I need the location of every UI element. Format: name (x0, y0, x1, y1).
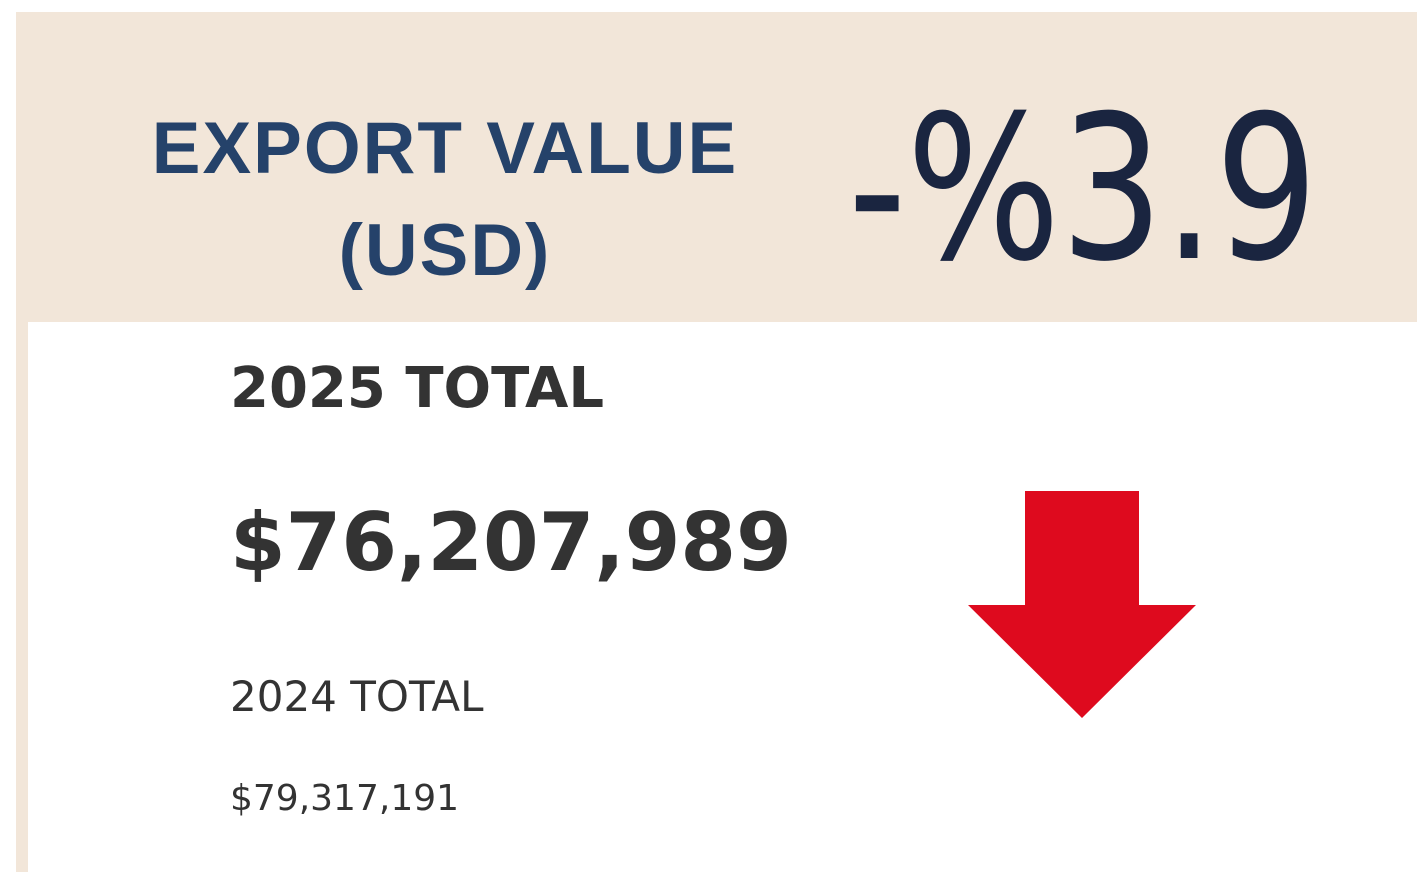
previous-label: 2024 TOTAL (230, 672, 484, 721)
side-strip (16, 12, 28, 872)
arrow-shape (968, 491, 1196, 718)
current-label: 2025 TOTAL (230, 356, 605, 421)
change-value: -%3.9 (848, 73, 1318, 280)
change-box: -%3.9 (848, 73, 1318, 280)
title: EXPORT VALUE (USD) (151, 108, 739, 291)
current-value: $76,207,989 (230, 496, 792, 589)
previous-value: $79,317,191 (230, 778, 460, 819)
header-band (16, 12, 1417, 322)
down-arrow (968, 491, 1196, 718)
